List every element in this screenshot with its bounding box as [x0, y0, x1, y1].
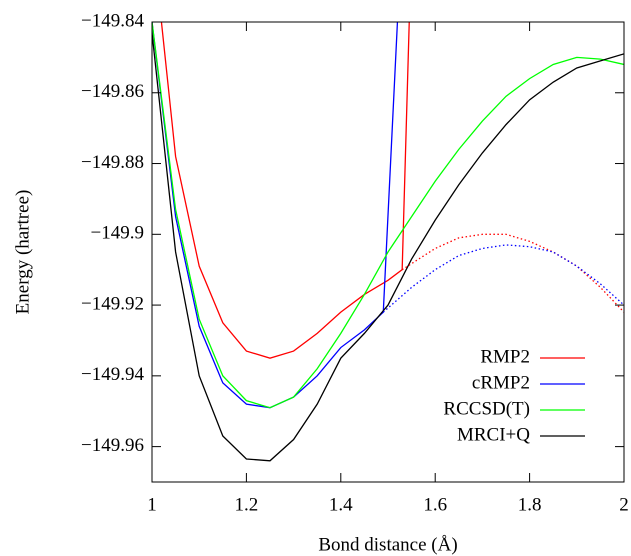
plot-frame: [151, 21, 625, 483]
y-tick-label: −149.86: [81, 81, 144, 102]
series-line: [152, 32, 624, 462]
y-tick-label: −149.84: [81, 10, 144, 31]
y-tick-label: −149.88: [81, 152, 144, 173]
series-line: [382, 244, 624, 313]
y-tick-label: −149.94: [81, 364, 144, 385]
x-tick-label: 1.8: [518, 494, 542, 515]
x-tick-label: 1.6: [423, 494, 447, 515]
x-axis-label: Bond distance (Å): [318, 534, 457, 555]
y-tick-label: −149.9: [91, 223, 144, 244]
series-line: [160, 22, 410, 359]
y-tick-label: −149.92: [81, 293, 144, 314]
x-tick-label: 1.2: [235, 494, 259, 515]
series-line: [152, 22, 624, 409]
y-tick-label: −149.96: [81, 435, 144, 456]
legend-label: RMP2: [480, 346, 530, 367]
legend-label: RCCSD(T): [443, 398, 530, 419]
legend-label: MRCI+Q: [457, 424, 530, 445]
y-axis-label: Energy (hartree): [12, 190, 33, 315]
x-tick-label: 1.4: [329, 494, 353, 515]
legend-label: cRMP2: [472, 372, 530, 393]
series-line: [401, 233, 624, 313]
x-tick-label: 1: [147, 494, 157, 515]
x-tick-label: 2: [619, 494, 629, 515]
plot-area: [152, 22, 624, 462]
